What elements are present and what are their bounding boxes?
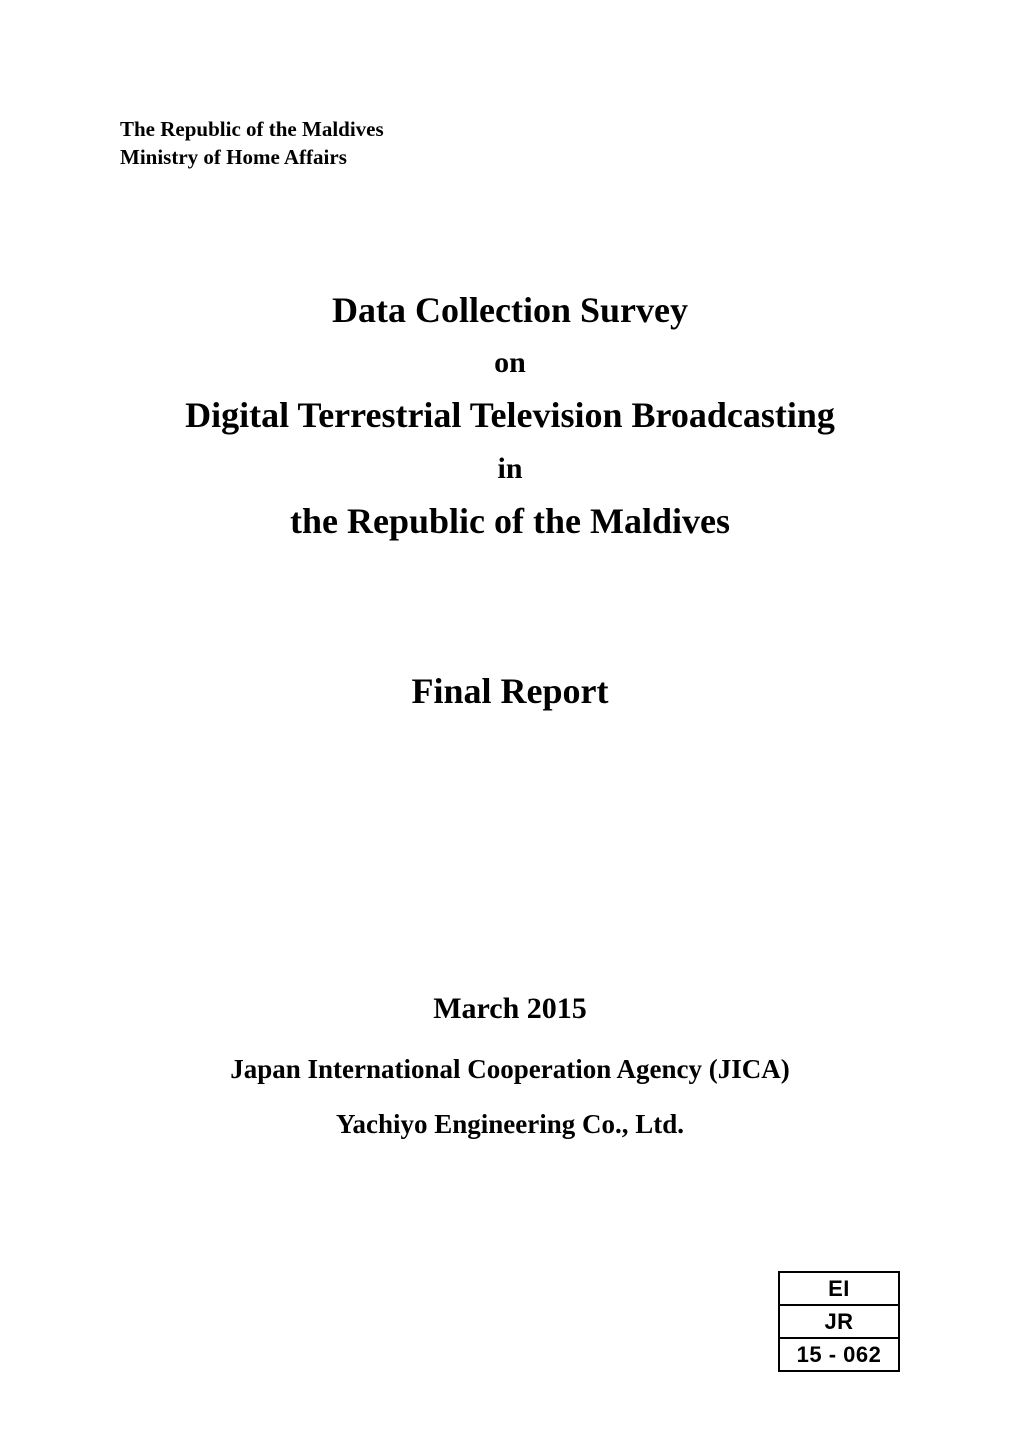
title-line-3: Digital Terrestrial Television Broadcast… — [120, 387, 900, 445]
code-row-3: 15 - 062 — [780, 1339, 898, 1370]
code-row-1: EI — [780, 1273, 898, 1306]
final-report-label: Final Report — [120, 670, 900, 712]
spacer — [120, 550, 900, 670]
code-box: EI JR 15 - 062 — [778, 1271, 900, 1372]
page: The Republic of the Maldives Ministry of… — [0, 0, 1020, 1442]
title-line-1: Data Collection Survey — [120, 282, 900, 340]
company: Yachiyo Engineering Co., Ltd. — [120, 1109, 900, 1140]
org-line-1: The Republic of the Maldives — [120, 115, 900, 143]
code-row-2: JR — [780, 1306, 898, 1339]
title-line-4: in — [120, 445, 900, 493]
title-line-2: on — [120, 339, 900, 387]
title-block: Data Collection Survey on Digital Terres… — [120, 282, 900, 551]
title-line-5: the Republic of the Maldives — [120, 493, 900, 551]
agency: Japan International Cooperation Agency (… — [120, 1054, 900, 1085]
organization-block: The Republic of the Maldives Ministry of… — [120, 115, 900, 172]
org-line-2: Ministry of Home Affairs — [120, 143, 900, 171]
spacer — [120, 712, 900, 992]
date: March 2015 — [120, 992, 900, 1026]
